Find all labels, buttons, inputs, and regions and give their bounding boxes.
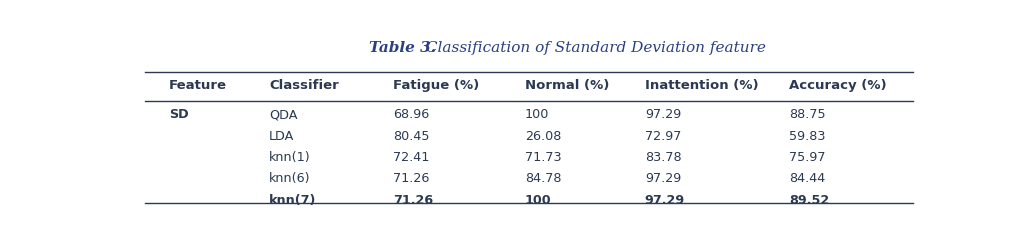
Text: knn(7): knn(7) bbox=[269, 194, 317, 207]
Text: 71.73: 71.73 bbox=[525, 151, 561, 164]
Text: 97.29: 97.29 bbox=[645, 108, 681, 121]
Text: 88.75: 88.75 bbox=[788, 108, 826, 121]
Text: Classifier: Classifier bbox=[269, 79, 338, 92]
Text: 80.45: 80.45 bbox=[393, 130, 429, 143]
Text: Classification of Standard Deviation feature: Classification of Standard Deviation fea… bbox=[421, 41, 766, 55]
Text: 59.83: 59.83 bbox=[788, 130, 826, 143]
Text: Fatigue (%): Fatigue (%) bbox=[393, 79, 479, 92]
Text: Feature: Feature bbox=[169, 79, 227, 92]
Text: 97.29: 97.29 bbox=[645, 194, 685, 207]
Text: 83.78: 83.78 bbox=[645, 151, 681, 164]
Text: Normal (%): Normal (%) bbox=[525, 79, 609, 92]
Text: Inattention (%): Inattention (%) bbox=[645, 79, 759, 92]
Text: 71.26: 71.26 bbox=[393, 173, 429, 185]
Text: 75.97: 75.97 bbox=[788, 151, 826, 164]
Text: 26.08: 26.08 bbox=[525, 130, 561, 143]
Text: knn(1): knn(1) bbox=[269, 151, 311, 164]
Text: 100: 100 bbox=[525, 108, 549, 121]
Text: 97.29: 97.29 bbox=[645, 173, 681, 185]
Text: knn(6): knn(6) bbox=[269, 173, 311, 185]
Text: Table 3.: Table 3. bbox=[369, 41, 437, 55]
Text: LDA: LDA bbox=[269, 130, 294, 143]
Text: 84.78: 84.78 bbox=[525, 173, 561, 185]
Text: 68.96: 68.96 bbox=[393, 108, 429, 121]
Text: Accuracy (%): Accuracy (%) bbox=[788, 79, 886, 92]
Text: 84.44: 84.44 bbox=[788, 173, 826, 185]
Text: 72.41: 72.41 bbox=[393, 151, 429, 164]
Text: 71.26: 71.26 bbox=[393, 194, 433, 207]
Text: 100: 100 bbox=[525, 194, 551, 207]
Text: QDA: QDA bbox=[269, 108, 297, 121]
Text: 72.97: 72.97 bbox=[645, 130, 681, 143]
Text: SD: SD bbox=[169, 108, 189, 121]
Text: 89.52: 89.52 bbox=[788, 194, 829, 207]
